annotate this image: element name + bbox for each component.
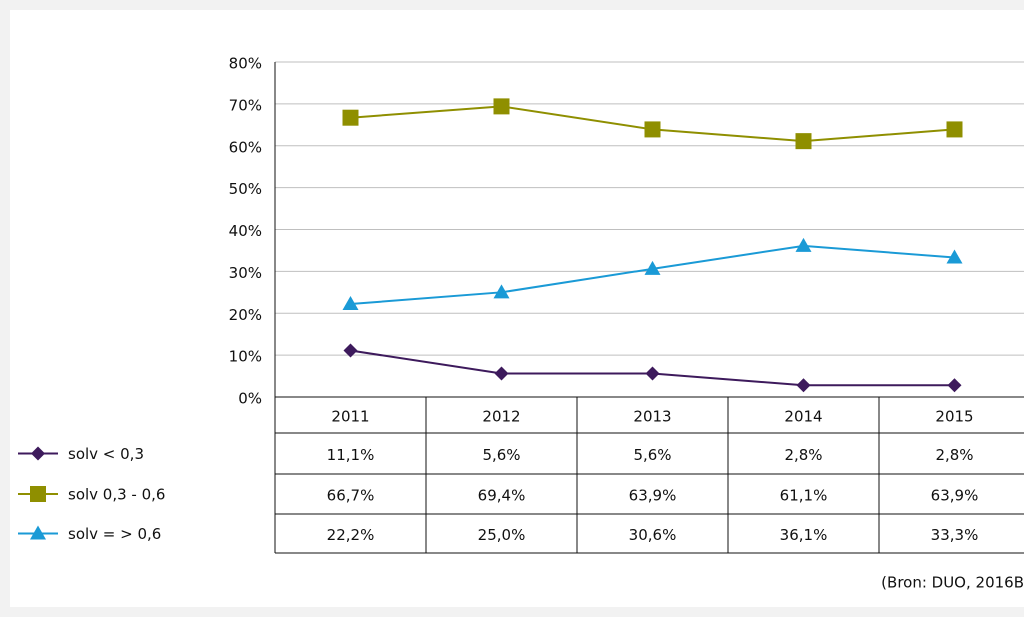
table-cell: 30,6% xyxy=(629,526,677,544)
y-tick-label: 40% xyxy=(229,222,262,240)
marker xyxy=(947,378,962,393)
x-tick-label: 2011 xyxy=(331,408,369,426)
marker xyxy=(795,237,812,252)
table-cell: 2,8% xyxy=(935,446,973,464)
x-tick-label: 2014 xyxy=(784,408,822,426)
table-cell: 22,2% xyxy=(327,526,375,544)
y-tick-label: 80% xyxy=(229,55,262,73)
table-cell: 61,1% xyxy=(780,487,828,505)
marker xyxy=(644,260,661,275)
marker xyxy=(493,284,510,299)
marker xyxy=(645,366,660,381)
marker xyxy=(343,343,358,358)
marker xyxy=(796,378,811,393)
marker xyxy=(30,486,46,502)
marker xyxy=(31,446,45,461)
marker xyxy=(30,525,46,540)
table-cell: 63,9% xyxy=(629,487,677,505)
y-tick-label: 50% xyxy=(229,180,262,198)
marker xyxy=(493,98,510,115)
table-cell: 63,9% xyxy=(931,487,979,505)
panel xyxy=(10,10,1024,607)
y-tick-label: 0% xyxy=(238,390,262,408)
marker xyxy=(342,109,359,126)
marker xyxy=(494,366,509,381)
legend-label: solv 0,3 - 0,6 xyxy=(68,486,165,504)
table-cell: 5,6% xyxy=(633,446,671,464)
marker xyxy=(342,296,359,311)
marker xyxy=(795,133,812,150)
marker xyxy=(644,121,661,138)
table-cell: 2,8% xyxy=(784,446,822,464)
x-tick-label: 2015 xyxy=(935,408,973,426)
marker xyxy=(946,249,963,264)
y-tick-label: 30% xyxy=(229,264,262,282)
marker xyxy=(946,121,963,138)
table-cell: 33,3% xyxy=(931,526,979,544)
y-tick-label: 10% xyxy=(229,348,262,366)
table-cell: 11,1% xyxy=(327,446,375,464)
legend-label: solv < 0,3 xyxy=(68,445,144,463)
table-cell: 69,4% xyxy=(478,487,526,505)
y-tick-label: 20% xyxy=(229,306,262,324)
table-cell: 66,7% xyxy=(327,487,375,505)
legend-label: solv = > 0,6 xyxy=(68,525,161,543)
source: (Bron: DUO, 2016B xyxy=(881,574,1024,592)
table-cell: 5,6% xyxy=(482,446,520,464)
table-cell: 36,1% xyxy=(780,526,828,544)
x-tick-label: 2012 xyxy=(482,408,520,426)
y-tick-label: 60% xyxy=(229,138,262,156)
table-cell: 25,0% xyxy=(478,526,526,544)
y-tick-label: 70% xyxy=(229,96,262,114)
x-tick-label: 2013 xyxy=(633,408,671,426)
